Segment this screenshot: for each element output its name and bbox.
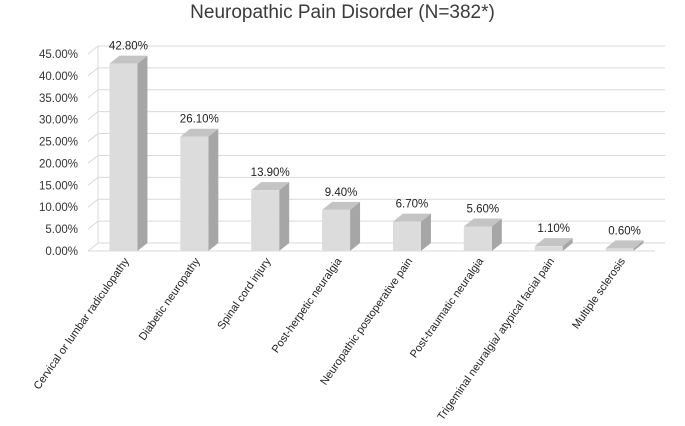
bar-side	[137, 55, 148, 252]
bar-side	[562, 238, 573, 251]
grid-line-side	[87, 220, 99, 230]
category-labels: Cervical or lumbar radiculopathy Diabetic…	[32, 255, 629, 423]
bar-front	[463, 226, 492, 251]
data-label: 13.90%	[251, 167, 290, 179]
y-tick-label: 35.00%	[39, 93, 78, 105]
data-label: 26.10%	[180, 114, 219, 126]
grid-line-side	[87, 176, 99, 186]
category-label: Cervical or lumbar radiculopathy	[32, 255, 133, 391]
bar-top	[180, 128, 219, 137]
y-tick-label: 20.00%	[39, 158, 78, 170]
data-label: 6.70%	[396, 199, 429, 211]
bar-side	[633, 240, 644, 251]
category-label: Diabetic neuropathy	[137, 255, 203, 342]
bar-front	[180, 136, 209, 251]
bar-front	[534, 246, 563, 251]
bar-side	[279, 182, 290, 251]
bar	[392, 213, 431, 251]
data-label: 5.60%	[467, 203, 500, 215]
data-label: 9.40%	[325, 187, 358, 199]
bar-top	[605, 240, 644, 249]
grid-line-side	[87, 89, 99, 99]
grid-lines	[87, 45, 665, 252]
y-tick-label: 25.00%	[39, 137, 78, 149]
bar-top	[534, 238, 573, 247]
bar	[180, 128, 219, 251]
bar-top	[109, 55, 148, 64]
y-tick-label: 45.00%	[39, 49, 78, 61]
data-label: 42.80%	[109, 41, 148, 53]
bar-front	[109, 63, 138, 252]
bars	[109, 55, 644, 252]
bar	[109, 55, 148, 252]
bar-front	[322, 209, 351, 251]
y-tick-label: 5.00%	[45, 224, 78, 236]
bar-side	[208, 128, 219, 251]
data-label: 0.60%	[608, 225, 641, 237]
y-tick-label: 0.00%	[45, 246, 78, 258]
y-tick-label: 30.00%	[39, 115, 78, 127]
bar-side	[350, 201, 361, 251]
bar	[322, 201, 361, 251]
bar-front	[605, 248, 634, 251]
bar-top	[392, 213, 431, 222]
bar-top	[463, 218, 502, 227]
grid-line-side	[87, 67, 99, 77]
bar	[463, 218, 502, 251]
grid-line-side	[87, 111, 99, 121]
grid-line-side	[87, 133, 99, 142]
grid-line-side	[87, 45, 99, 55]
bar	[251, 182, 290, 251]
category-label: Multiple sclerosis	[570, 255, 628, 331]
y-axis-tick-labels: 0.00% 5.00% 10.00% 15.00% 20.00% 25.00% 30.00%…	[39, 49, 78, 258]
data-labels: 42.80% 26.10% 13.90% 9.40% 6.70% 5.60% 1.10% 0.…	[109, 41, 641, 238]
chart-title: Neuropathic Pain Disorder (N=382*)	[190, 2, 495, 23]
y-tick-label: 10.00%	[39, 202, 78, 214]
y-tick-label: 15.00%	[39, 180, 78, 192]
bar-front	[392, 221, 421, 251]
category-label: Trigeminal neuralgia/ atypical facial pa…	[435, 256, 557, 423]
grid-line-side	[87, 242, 99, 252]
grid-line-side	[87, 155, 99, 164]
bar-side	[491, 218, 502, 251]
data-label: 1.10%	[537, 223, 570, 235]
bar-side	[420, 213, 431, 251]
grid-line-side	[87, 198, 99, 208]
category-label: Post-traumatic neuralgia	[408, 255, 487, 360]
y-tick-label: 40.00%	[39, 71, 78, 83]
bar	[534, 238, 573, 251]
category-label: Post-herpetic neuralgia	[270, 255, 345, 355]
bar-front	[251, 190, 280, 251]
bar-top	[322, 201, 361, 210]
bar	[605, 240, 644, 251]
category-label: Spinal cord injury	[215, 255, 274, 331]
bar-top	[251, 182, 290, 191]
